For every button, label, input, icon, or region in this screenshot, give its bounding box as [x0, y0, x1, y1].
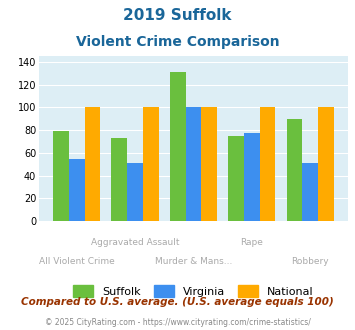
Bar — [302, 163, 318, 221]
Text: Violent Crime Comparison: Violent Crime Comparison — [76, 35, 279, 49]
Bar — [143, 107, 159, 221]
Bar — [84, 107, 100, 221]
Text: Aggravated Assault: Aggravated Assault — [91, 238, 179, 247]
Bar — [127, 163, 143, 221]
Text: All Violent Crime: All Violent Crime — [39, 257, 115, 266]
Bar — [201, 107, 217, 221]
Bar — [244, 133, 260, 221]
Bar — [170, 72, 186, 221]
Bar — [228, 136, 244, 221]
Bar — [53, 131, 69, 221]
Bar — [318, 107, 334, 221]
Text: © 2025 CityRating.com - https://www.cityrating.com/crime-statistics/: © 2025 CityRating.com - https://www.city… — [45, 318, 310, 327]
Bar — [286, 119, 302, 221]
Text: 2019 Suffolk: 2019 Suffolk — [123, 8, 232, 23]
Bar — [111, 138, 127, 221]
Bar — [260, 107, 275, 221]
Text: Robbery: Robbery — [291, 257, 329, 266]
Legend: Suffolk, Virginia, National: Suffolk, Virginia, National — [69, 281, 318, 301]
Bar — [186, 107, 201, 221]
Text: Compared to U.S. average. (U.S. average equals 100): Compared to U.S. average. (U.S. average … — [21, 297, 334, 307]
Text: Rape: Rape — [240, 238, 263, 247]
Text: Murder & Mans...: Murder & Mans... — [155, 257, 232, 266]
Bar — [69, 158, 84, 221]
